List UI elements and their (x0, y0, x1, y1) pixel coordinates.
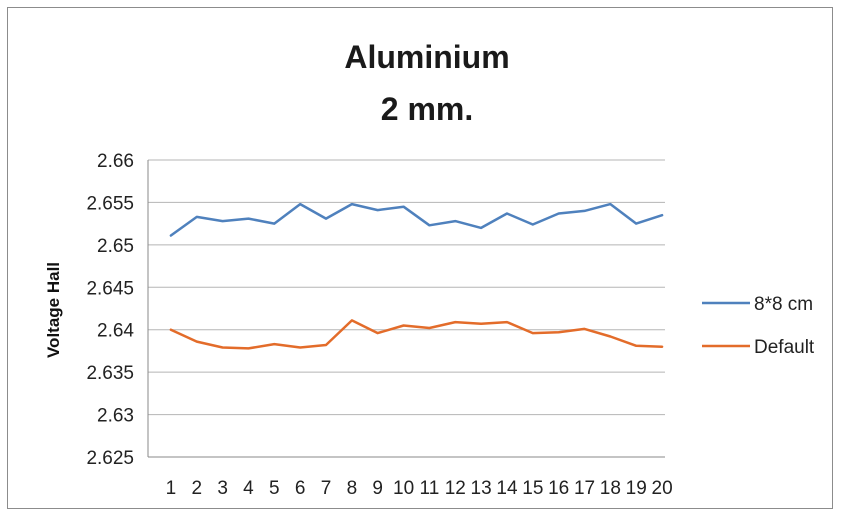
y-tick-label: 2.63 (97, 406, 134, 427)
x-tick-label: 12 (445, 478, 466, 499)
x-tick-label: 10 (393, 478, 414, 499)
x-tick-label: 19 (626, 478, 647, 499)
x-tick-label: 3 (217, 478, 228, 499)
y-tick-label: 2.655 (86, 193, 134, 214)
y-tick-label: 2.66 (97, 151, 134, 172)
chart-title-line-1: Aluminium (344, 39, 509, 75)
x-tick-label: 1 (166, 478, 177, 499)
x-axis-ticks: 1 2 3 4 5 6 7 8 9 10 11 12 13 14 15 16 17 18 19 20 (166, 478, 673, 499)
series-lines (169, 202, 664, 350)
x-tick-label: 16 (548, 478, 569, 499)
x-tick-label: 6 (295, 478, 306, 499)
chart-frame (7, 7, 833, 509)
y-tick-label: 2.645 (86, 278, 134, 299)
x-tick-label: 2 (191, 478, 202, 499)
x-tick-label: 15 (522, 478, 543, 499)
legend: 8*8 cm Default (702, 294, 815, 358)
y-axis-ticks: 2.625 2.63 2.635 2.64 2.645 2.65 2.655 2.66 (86, 151, 134, 469)
y-axis-title: Voltage Hall (44, 262, 63, 358)
x-tick-label: 4 (243, 478, 254, 499)
x-tick-label: 17 (574, 478, 595, 499)
x-tick-label: 11 (420, 478, 440, 499)
legend-label: Default (754, 337, 815, 358)
y-tick-label: 2.625 (86, 448, 134, 469)
x-tick-label: 7 (321, 478, 332, 499)
x-tick-label: 9 (372, 478, 383, 499)
x-tick-label: 18 (600, 478, 621, 499)
x-tick-label: 14 (496, 478, 518, 499)
legend-label: 8*8 cm (754, 294, 813, 315)
x-tick-label: 8 (347, 478, 358, 499)
chart-title-line-2: 2 mm. (381, 91, 473, 127)
x-tick-label: 13 (471, 478, 492, 499)
series-line (169, 319, 664, 350)
y-tick-label: 2.635 (86, 363, 134, 384)
gridlines (147, 159, 665, 458)
series-line (169, 202, 664, 237)
y-tick-label: 2.64 (97, 321, 134, 342)
x-tick-label: 5 (269, 478, 280, 499)
y-tick-label: 2.65 (97, 236, 134, 257)
x-tick-label: 20 (652, 478, 673, 499)
